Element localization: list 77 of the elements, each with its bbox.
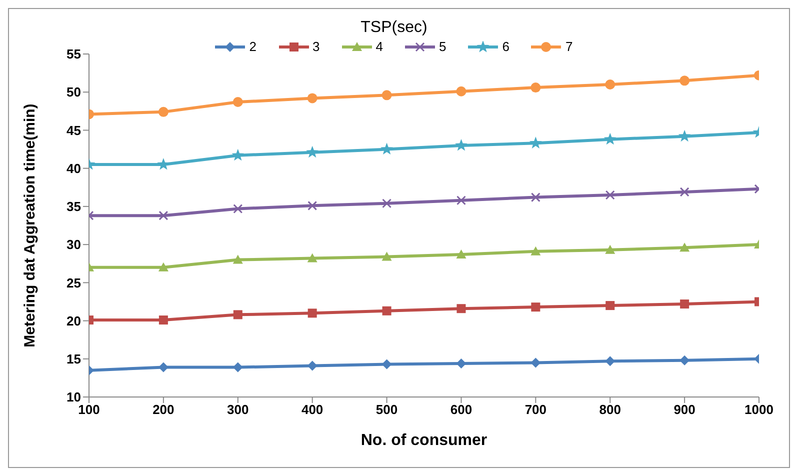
y-tick-label: 35 <box>66 199 81 214</box>
legend-label: 4 <box>376 39 383 54</box>
x-tick-label: 300 <box>227 402 249 418</box>
x-tick-label: 100 <box>78 402 100 418</box>
point <box>233 204 243 214</box>
x-tick-label: 200 <box>152 402 174 418</box>
point <box>307 93 318 104</box>
point <box>530 358 541 368</box>
point <box>157 158 170 170</box>
y-tick-label: 15 <box>66 352 81 367</box>
y-tick-label: 40 <box>66 160 81 176</box>
point <box>306 146 319 158</box>
y-tick-label: 25 <box>66 275 81 290</box>
y-tick-label: 45 <box>66 122 81 138</box>
y-tick-label: 50 <box>66 84 81 100</box>
point <box>530 192 540 202</box>
x-tick-label: 400 <box>301 402 324 418</box>
point <box>232 254 243 264</box>
x-tick-label: 900 <box>674 402 696 418</box>
point <box>680 355 690 366</box>
point <box>382 252 392 261</box>
point <box>456 304 466 314</box>
point <box>456 86 466 96</box>
point <box>456 196 466 206</box>
x-tick-label: 600 <box>450 402 472 418</box>
y-tick-label: 10 <box>66 390 81 405</box>
x-tick-label: 700 <box>524 402 547 418</box>
legend-label: 5 <box>439 39 446 54</box>
legend-title: TSP(sec) <box>360 19 428 37</box>
x-tick-label: 500 <box>376 402 398 418</box>
point <box>382 198 392 208</box>
point <box>606 301 615 310</box>
point <box>382 306 392 316</box>
point <box>382 359 392 370</box>
point <box>530 246 541 256</box>
point <box>158 210 168 220</box>
point <box>680 187 690 197</box>
point <box>680 300 690 309</box>
legend-label: 6 <box>502 39 510 54</box>
point <box>455 138 468 151</box>
point <box>232 148 244 161</box>
point <box>605 356 616 366</box>
legend-label: 2 <box>249 39 257 54</box>
point <box>605 79 616 90</box>
point <box>605 190 615 200</box>
point <box>308 308 317 318</box>
point <box>158 106 168 117</box>
point <box>604 132 616 145</box>
point <box>307 253 318 262</box>
point <box>456 249 466 258</box>
point <box>233 310 242 320</box>
point <box>678 130 691 142</box>
point <box>382 90 392 100</box>
point <box>529 136 542 148</box>
point <box>232 362 243 372</box>
y-tick-label: 20 <box>66 313 81 328</box>
point <box>232 97 243 108</box>
y-tick-label: 55 <box>66 46 81 62</box>
y-tick-label: 30 <box>66 237 81 252</box>
point <box>456 358 466 368</box>
legend-label: 7 <box>565 39 573 54</box>
y-axis-title: Metering dat Aggreation time(min) <box>21 104 38 348</box>
x-tick-label: 1000 <box>744 402 774 418</box>
point <box>605 244 616 254</box>
point <box>680 242 690 252</box>
point <box>307 360 318 371</box>
point <box>308 200 318 210</box>
point <box>158 262 168 272</box>
point <box>531 302 540 312</box>
point <box>158 362 168 372</box>
legend-label: 3 <box>312 39 320 54</box>
point <box>680 76 690 86</box>
x-axis-title: No. of consumer <box>360 432 488 449</box>
x-tick-label: 800 <box>599 402 621 418</box>
point <box>380 142 393 155</box>
point <box>530 82 541 93</box>
point <box>158 316 168 325</box>
